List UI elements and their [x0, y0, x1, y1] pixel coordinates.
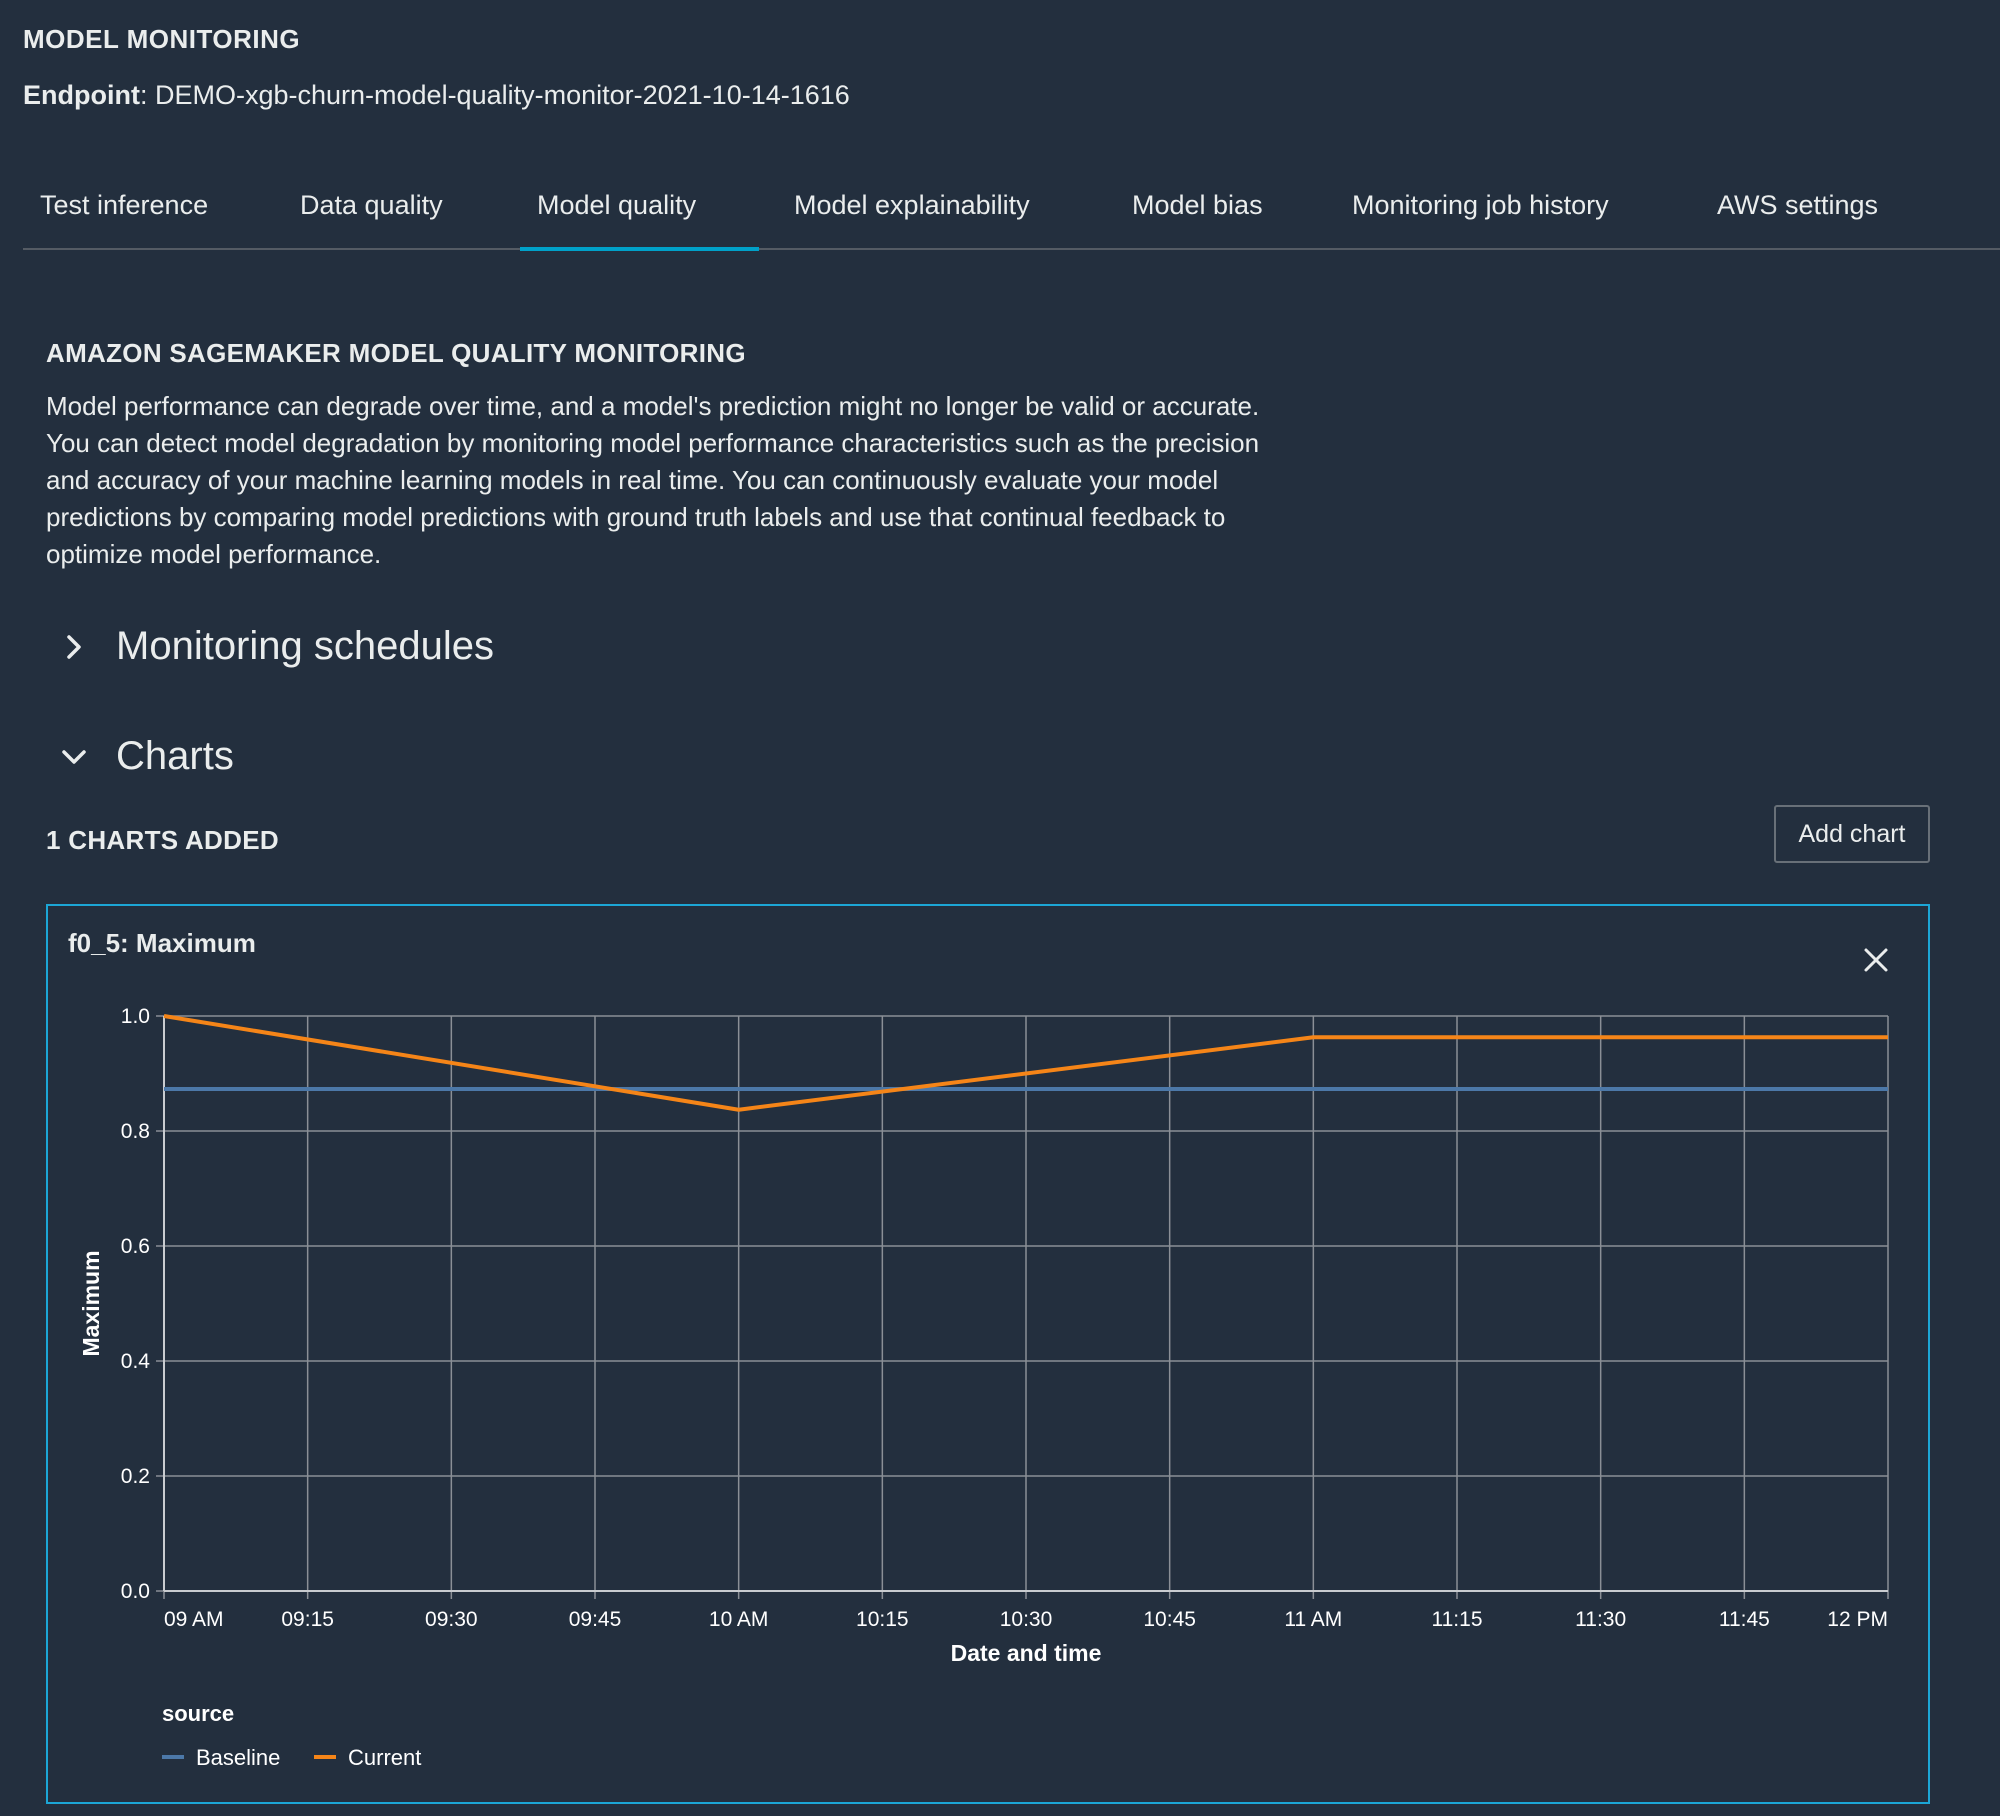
- description-line: and accuracy of your machine learning mo…: [46, 465, 1219, 495]
- y-tick-label: 0.8: [121, 1120, 150, 1143]
- chart-grid: [163, 1015, 1889, 1592]
- tab-model-bias[interactable]: Model bias: [1132, 190, 1263, 220]
- x-tick-label: 11:30: [1575, 1608, 1626, 1631]
- x-tick-label: 09:30: [425, 1608, 478, 1631]
- x-tick-label: 12 PM: [1827, 1608, 1888, 1631]
- y-tick-label: 1.0: [121, 1005, 150, 1028]
- chart-card: f0_5: Maximum 09 AM 09:15 09:30 09:45 10 AM 1…: [46, 904, 1930, 1804]
- line-chart: 09 AM 09:15 09:30 09:45 10 AM 10:15 10:30 10:45…: [78, 1005, 1889, 1770]
- description-line: optimize model performance.: [46, 539, 382, 569]
- charts-expander[interactable]: Charts: [56, 734, 234, 779]
- tab-aws-settings[interactable]: AWS settings: [1717, 190, 1879, 220]
- monitoring-schedules-label: Monitoring schedules: [116, 624, 494, 668]
- legend-label-baseline: Baseline: [196, 1745, 280, 1770]
- x-tick-label: 11:45: [1719, 1608, 1770, 1631]
- chart-axes: 09 AM 09:15 09:30 09:45 10 AM 10:15 10:30 10:45…: [78, 1005, 1889, 1666]
- tab-bar: Test inference Data quality Model qualit…: [23, 178, 2000, 251]
- legend-title: source: [162, 1701, 234, 1726]
- tab-model-explainability[interactable]: Model explainability: [794, 190, 1030, 220]
- y-tick-label: 0.6: [121, 1235, 150, 1258]
- add-chart-button[interactable]: Add chart: [1774, 805, 1930, 863]
- x-axis-title: Date and time: [951, 1640, 1102, 1666]
- series-line-current: [163, 1014, 1888, 1112]
- x-tick-label: 11 AM: [1284, 1608, 1342, 1631]
- y-tick-label: 0.4: [121, 1350, 151, 1373]
- y-axis-title: Maximum: [78, 1250, 104, 1356]
- description-line: predictions by comparing model predictio…: [46, 502, 1226, 532]
- x-tick-label: 09:45: [569, 1608, 622, 1631]
- x-tick-label: 10:30: [1000, 1608, 1053, 1631]
- x-tick-label: 09:15: [281, 1608, 334, 1631]
- section-description: Model performance can degrade over time,…: [46, 388, 1446, 573]
- charts-label: Charts: [116, 734, 234, 778]
- chevron-right-icon: [67, 634, 81, 659]
- description-line: You can detect model degradation by moni…: [46, 428, 1260, 458]
- x-tick-label: 11:15: [1432, 1608, 1483, 1631]
- legend-label-current: Current: [348, 1745, 421, 1770]
- section-heading: AMAZON SAGEMAKER MODEL QUALITY MONITORIN…: [46, 338, 746, 368]
- y-tick-label: 0.0: [121, 1580, 150, 1603]
- close-icon[interactable]: [1858, 942, 1894, 978]
- chevron-down-icon: [62, 749, 86, 764]
- x-tick-label: 10:15: [856, 1608, 909, 1631]
- tab-data-quality[interactable]: Data quality: [300, 190, 443, 220]
- chart-series: [163, 1014, 1888, 1112]
- monitoring-schedules-expander[interactable]: Monitoring schedules: [56, 624, 494, 669]
- endpoint-label: Endpoint: [23, 80, 140, 110]
- x-tick-label: 10 AM: [709, 1608, 769, 1631]
- tab-test-inference[interactable]: Test inference: [40, 190, 209, 220]
- chart-legend: source Baseline Current: [162, 1701, 421, 1770]
- endpoint-separator: :: [139, 80, 155, 110]
- endpoint-info: Endpoint: DEMO-xgb-churn-model-quality-m…: [23, 80, 850, 111]
- y-tick-label: 0.2: [121, 1465, 150, 1488]
- x-tick-label: 10:45: [1143, 1608, 1196, 1631]
- endpoint-value: DEMO-xgb-churn-model-quality-monitor-202…: [154, 80, 850, 110]
- description-line: Model performance can degrade over time,…: [46, 391, 1260, 421]
- charts-count-label: 1 CHARTS ADDED: [46, 825, 279, 855]
- app-title: MODEL MONITORING: [23, 24, 301, 54]
- tab-monitoring-job-history[interactable]: Monitoring job history: [1352, 190, 1609, 220]
- x-tick-label: 09 AM: [164, 1608, 224, 1631]
- tab-model-quality[interactable]: Model quality: [519, 190, 760, 251]
- chart-title: f0_5: Maximum: [68, 928, 256, 958]
